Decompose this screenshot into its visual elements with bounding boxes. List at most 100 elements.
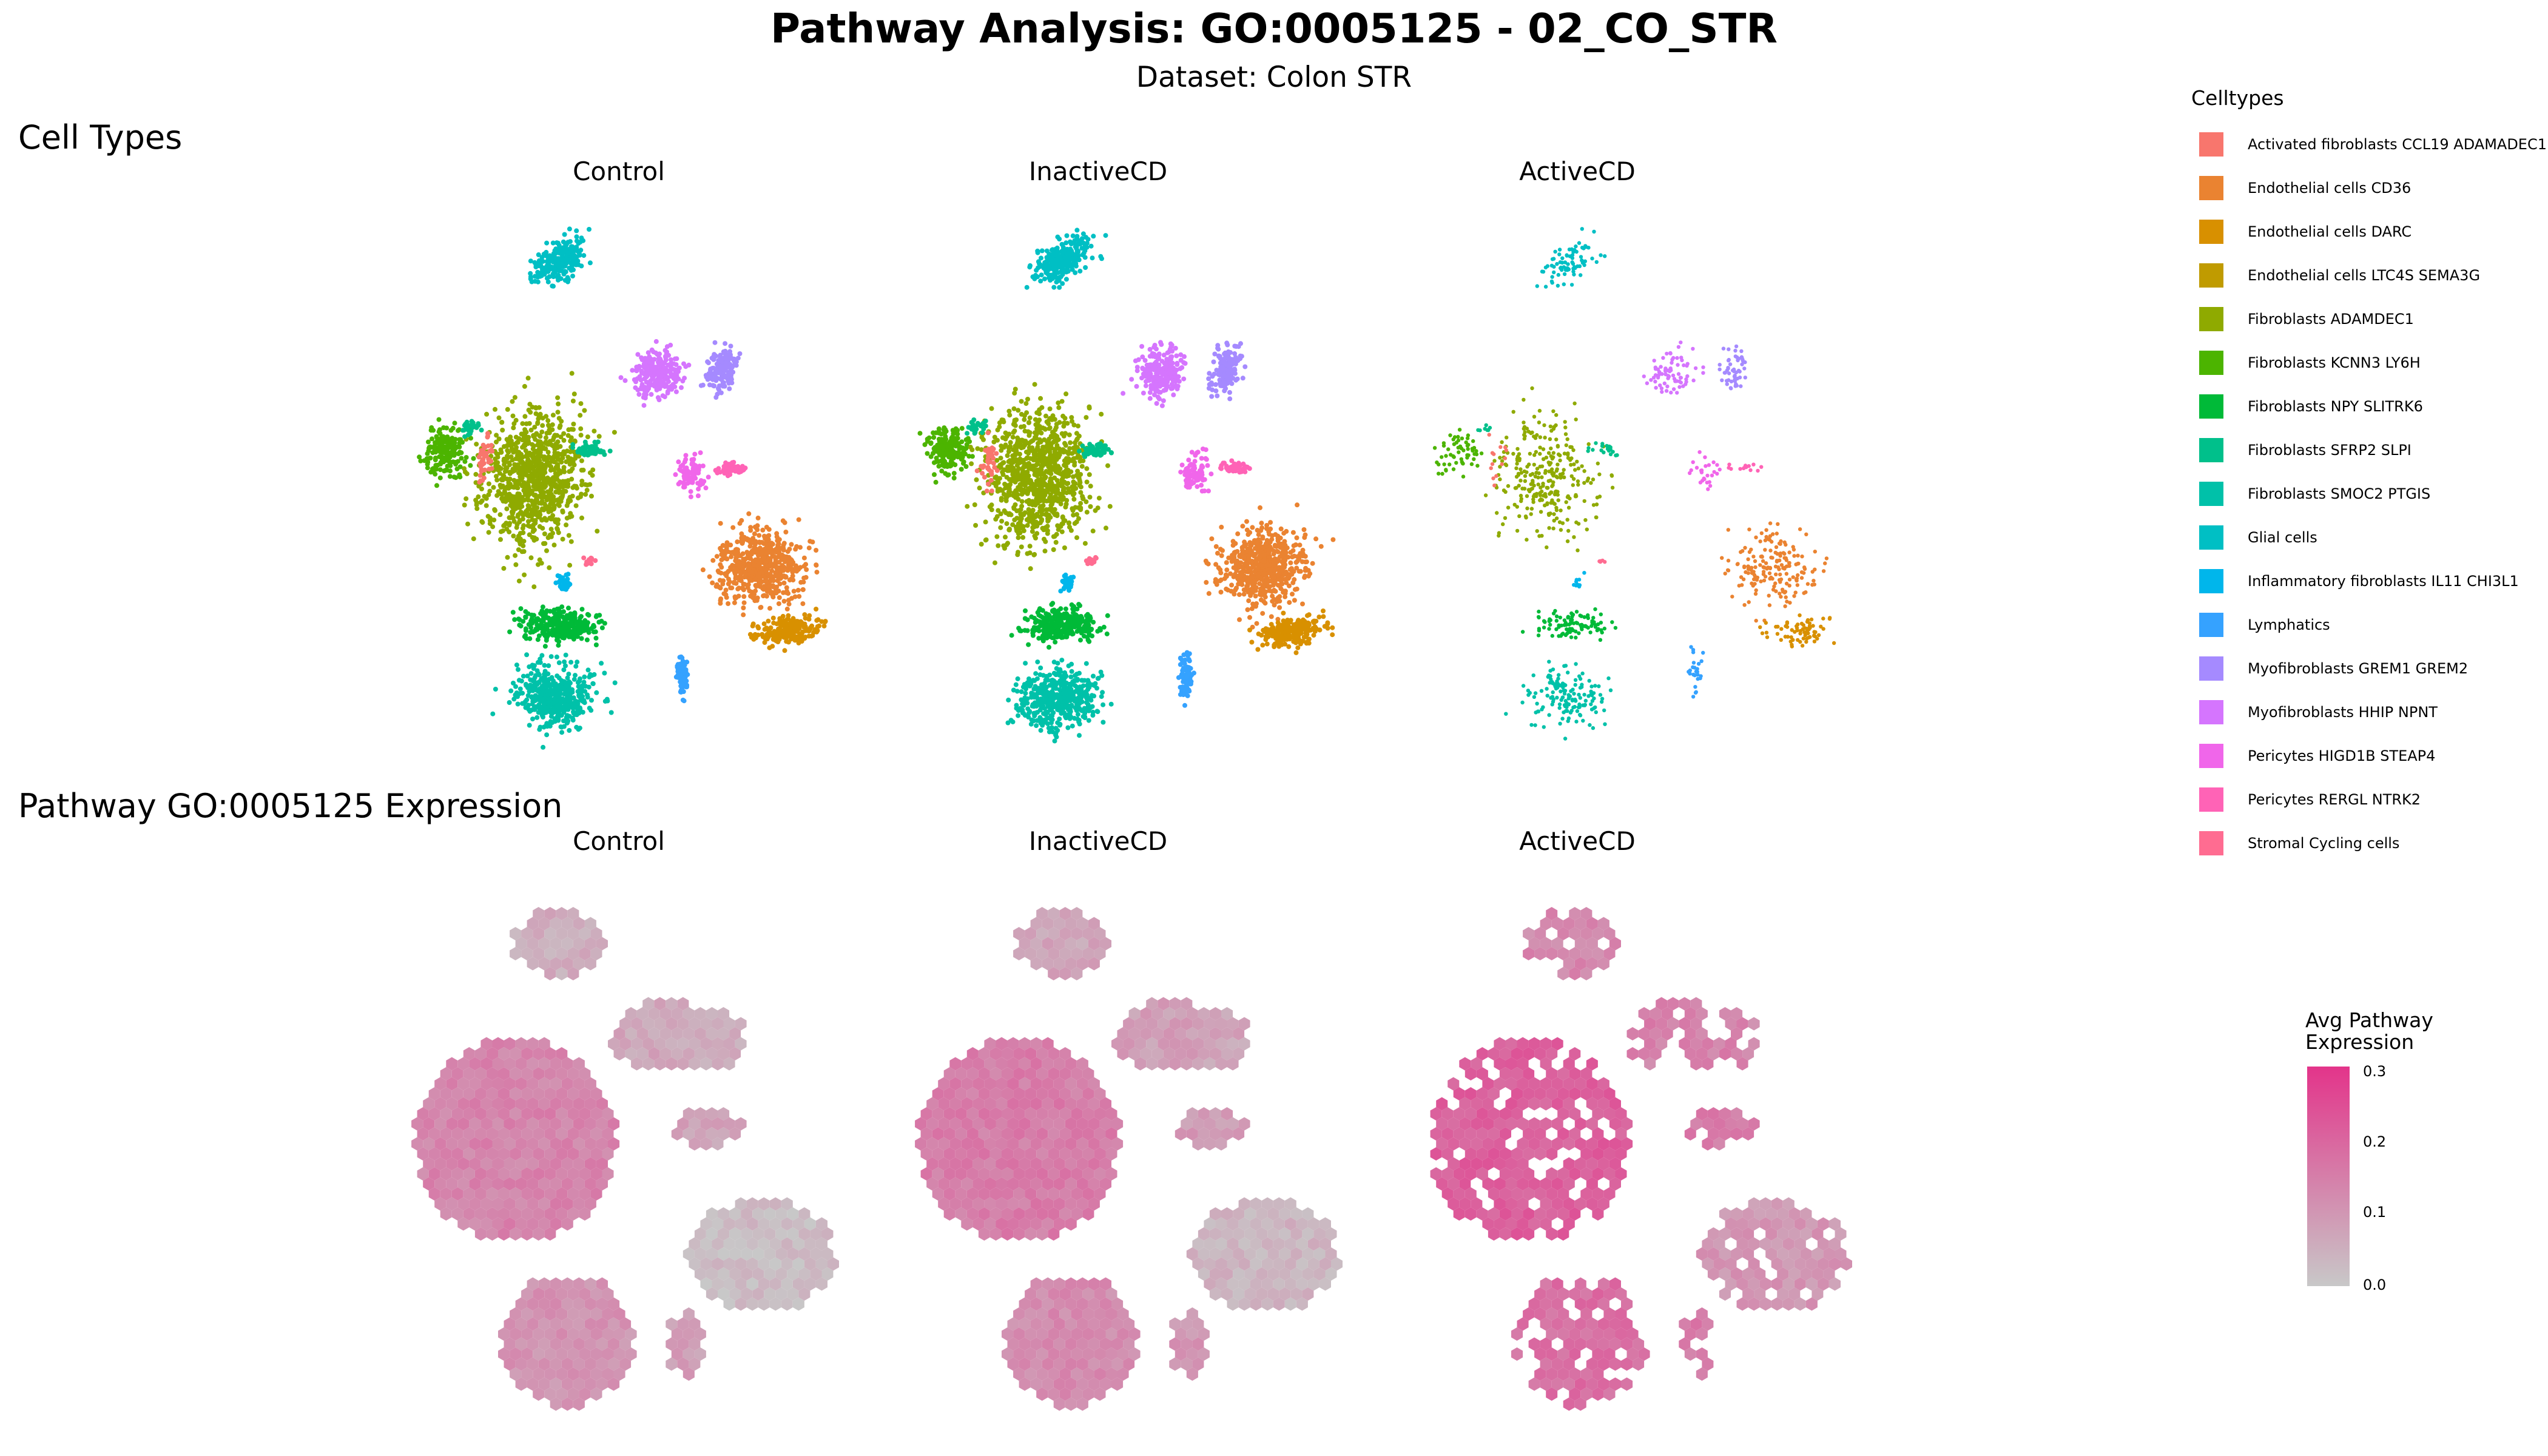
cell-point: [502, 444, 507, 449]
cell-point: [790, 570, 795, 575]
cell-point: [743, 571, 749, 576]
cell-point: [531, 484, 536, 489]
cell-point: [511, 421, 517, 426]
cell-point: [438, 461, 443, 467]
cell-point: [784, 585, 789, 590]
cell-point: [1063, 277, 1069, 282]
cell-point: [1016, 486, 1021, 491]
cell-point: [549, 459, 554, 464]
cell-point: [759, 540, 764, 545]
cell-point: [718, 562, 723, 567]
cell-point: [721, 543, 726, 548]
cell-point: [681, 361, 686, 366]
cell-point: [522, 491, 528, 496]
cell-point: [948, 459, 954, 464]
cell-point: [580, 621, 585, 626]
cell-point: [654, 379, 659, 385]
cell-point: [612, 680, 618, 686]
cell-point: [531, 584, 537, 590]
cell-point: [486, 492, 491, 497]
cell-point: [439, 454, 444, 460]
cell-point: [555, 457, 561, 462]
cell-point: [595, 528, 600, 534]
cell-point: [642, 376, 647, 382]
cell-point: [528, 671, 534, 676]
cell-point: [1026, 460, 1031, 466]
cell-point: [454, 444, 460, 450]
cell-point: [581, 555, 587, 561]
cell-point: [806, 545, 812, 551]
cell-point: [673, 389, 679, 394]
cell-point: [796, 517, 801, 522]
cell-point: [767, 584, 772, 589]
cell-point: [1016, 496, 1021, 502]
cell-point: [479, 486, 484, 491]
cell-point: [741, 467, 746, 473]
cell-point: [780, 613, 786, 619]
cell-point: [657, 351, 662, 357]
cell-point: [457, 440, 462, 446]
cell-point: [974, 477, 979, 482]
cell-point: [537, 524, 542, 529]
cell-point: [581, 238, 586, 243]
cell-point: [555, 703, 561, 709]
cell-point: [511, 477, 517, 483]
cell-point: [1082, 255, 1088, 260]
cell-point: [514, 662, 519, 668]
cell-point: [526, 622, 531, 627]
cell-point: [956, 441, 962, 447]
cell-point: [1025, 491, 1030, 496]
cell-point: [726, 380, 732, 386]
chart-title: Pathway Analysis: GO:0005125 - 02_CO_STR: [770, 5, 1778, 52]
cell-point: [656, 363, 662, 368]
cell-point: [1072, 462, 1077, 468]
cell-point: [760, 632, 764, 637]
cell-point: [436, 429, 442, 434]
cell-point: [570, 260, 575, 265]
cell-point: [1039, 459, 1045, 465]
cell-point: [710, 558, 716, 563]
cell-point: [547, 455, 553, 460]
cell-point: [521, 549, 527, 554]
cell-point: [1022, 487, 1027, 493]
cell-point: [566, 605, 571, 611]
cell-point: [1059, 248, 1065, 254]
cell-point: [1042, 490, 1047, 496]
cell-point: [1069, 415, 1074, 420]
cell-point: [531, 433, 536, 438]
cell-point: [445, 463, 450, 469]
cell-point: [1048, 476, 1053, 481]
cell-point: [573, 503, 579, 508]
cell-point: [747, 565, 753, 570]
cell-point: [541, 631, 546, 636]
cell-point: [582, 408, 587, 413]
cell-point: [1030, 529, 1035, 534]
cell-point: [738, 574, 744, 579]
cell-point: [511, 681, 516, 686]
cell-point: [1030, 486, 1036, 491]
cell-point: [500, 484, 505, 488]
cell-point: [1023, 439, 1028, 444]
cell-point: [503, 499, 508, 504]
cell-point: [593, 445, 598, 450]
cell-point: [1082, 541, 1088, 546]
cell-point: [1010, 470, 1016, 476]
cell-point: [559, 451, 564, 457]
cell-point: [539, 653, 545, 658]
cell-point: [814, 562, 819, 568]
cell-point: [592, 428, 597, 434]
cell-point: [484, 411, 490, 417]
cell-point: [565, 571, 571, 577]
cell-point: [770, 644, 775, 649]
cell-point: [989, 488, 994, 494]
cell-point: [1001, 543, 1006, 548]
cell-point: [1074, 512, 1079, 517]
cell-point: [1002, 508, 1007, 513]
cell-point: [584, 627, 590, 632]
cell-point: [545, 279, 551, 285]
cell-point: [502, 462, 507, 467]
cell-point: [510, 413, 516, 419]
cell-point: [545, 418, 551, 423]
cell-point: [1023, 401, 1029, 406]
cell-point: [784, 554, 789, 559]
